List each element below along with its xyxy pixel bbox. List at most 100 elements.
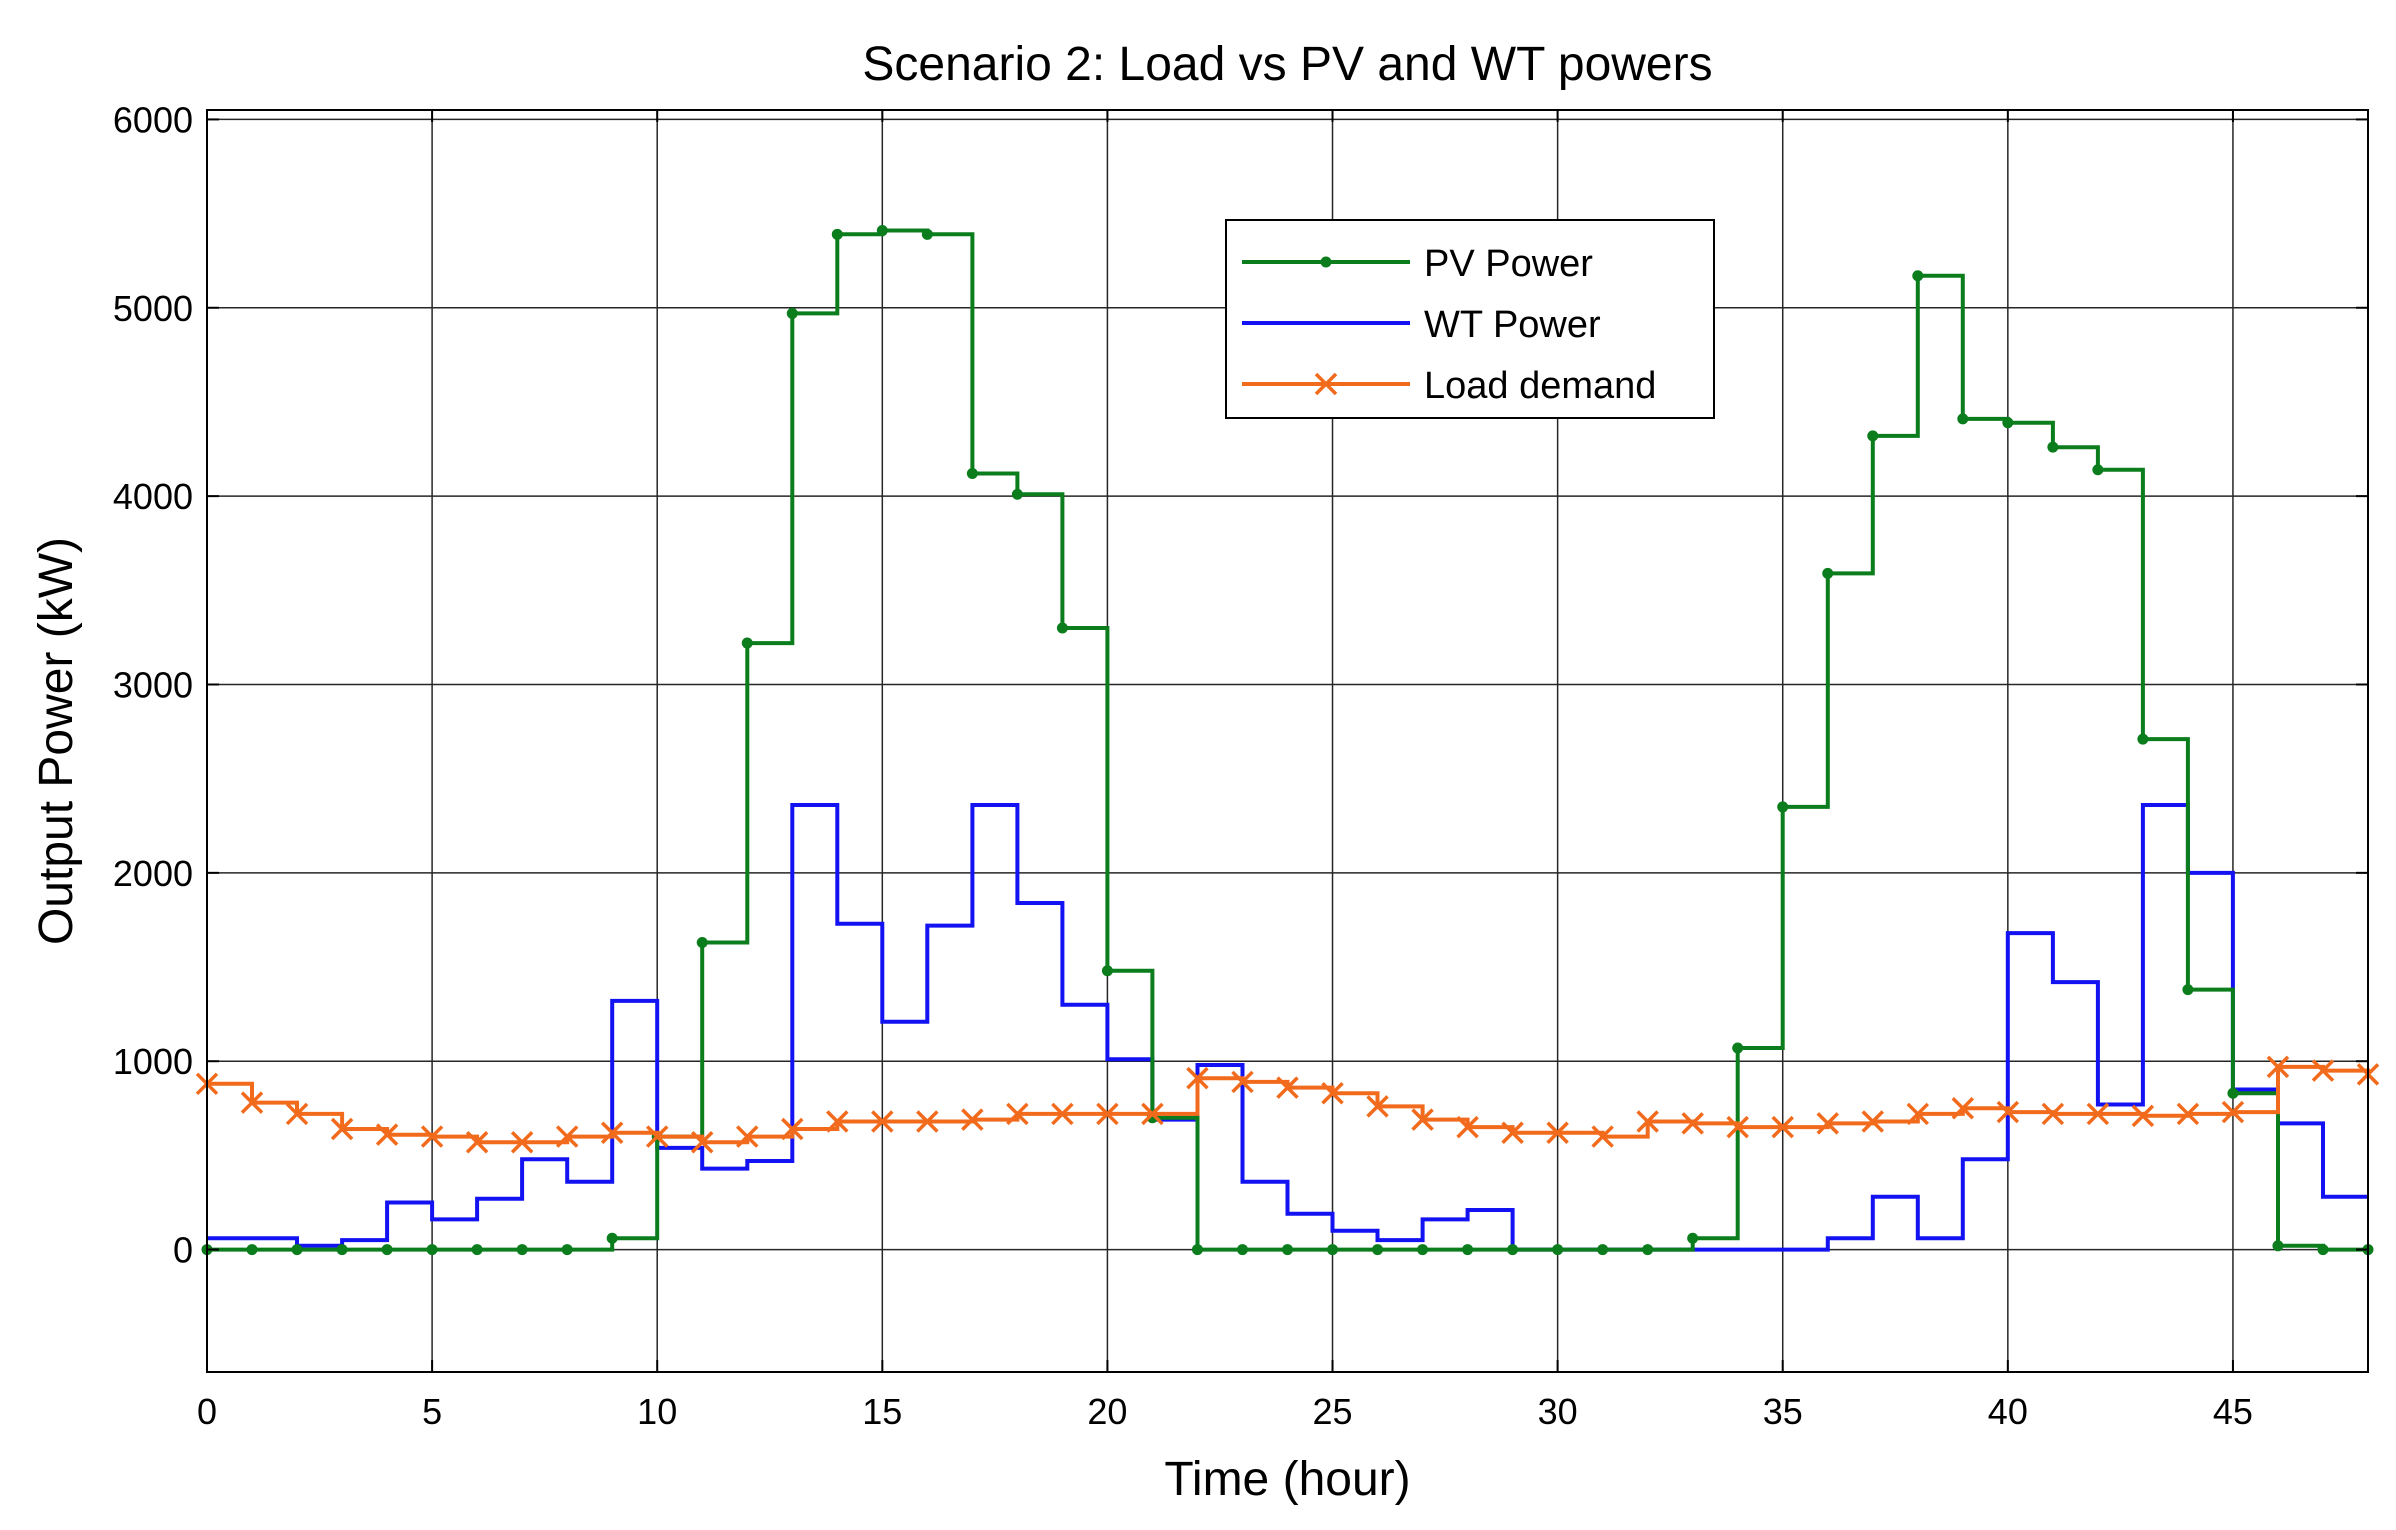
pv-power-point	[1372, 1244, 1384, 1256]
legend-item-load-demand: Load demand	[1242, 365, 1656, 407]
load-demand-point	[1186, 1066, 1209, 1090]
load-demand-point	[240, 1091, 264, 1114]
y-tick-label: 2000	[113, 853, 193, 894]
pv-power-point	[2272, 1240, 2284, 1252]
load-demand-point	[1501, 1121, 1524, 1145]
load-demand-point	[826, 1110, 849, 1133]
load-demand-point-stroke	[961, 1108, 984, 1131]
legend-label-load-demand: Load demand	[1424, 365, 1656, 407]
load-demand-point-stroke	[420, 1125, 444, 1148]
load-demand-point-stroke	[1096, 1102, 1119, 1126]
x-tick-label: 40	[1988, 1391, 2028, 1432]
load-demand-point	[1231, 1070, 1254, 1094]
load-demand-point-stroke	[1996, 1100, 2020, 1124]
load-demand-point	[2086, 1102, 2110, 1126]
x-axis-label: Time (hour)	[1164, 1453, 1410, 1506]
load-demand-point	[1906, 1102, 1930, 1126]
pv-power-point	[1957, 413, 1969, 425]
load-demand-point	[1546, 1121, 1569, 1145]
load-demand-point	[465, 1130, 489, 1154]
x-tick-label: 5	[422, 1391, 442, 1432]
y-tick-label: 3000	[113, 664, 193, 705]
pv-power-point	[336, 1244, 348, 1256]
pv-power-point	[831, 228, 843, 240]
legend: PV Power WT Power Load demand	[1225, 219, 1715, 419]
load-demand-point-stroke	[2086, 1102, 2110, 1126]
y-tick-label: 0	[173, 1230, 193, 1271]
pv-power-point	[291, 1244, 303, 1256]
y-tick-label: 1000	[113, 1041, 193, 1082]
legend-item-wt-power: WT Power	[1242, 304, 1601, 346]
load-demand-point-stroke	[1186, 1066, 1209, 1090]
load-demand-point-stroke	[1366, 1095, 1389, 1118]
load-demand-point	[736, 1125, 759, 1148]
load-demand-point-stroke	[645, 1125, 669, 1148]
load-demand-point	[690, 1130, 714, 1154]
load-demand-point	[2131, 1104, 2155, 1128]
pv-power-point	[921, 228, 933, 240]
load-demand-point	[2221, 1100, 2245, 1124]
x-tick-label: 10	[637, 1391, 677, 1432]
load-demand-point-stroke	[1546, 1121, 1569, 1145]
load-demand-point	[871, 1110, 894, 1133]
pv-power-point	[2047, 441, 2059, 453]
load-demand-point-stroke	[2311, 1059, 2335, 1082]
pv-power-point	[1236, 1244, 1248, 1256]
load-demand-point	[916, 1110, 939, 1133]
load-demand-point-stroke	[2041, 1102, 2065, 1126]
load-demand-point-stroke	[1051, 1102, 1074, 1126]
load-demand-point-stroke	[781, 1117, 804, 1141]
pv-power-point	[1282, 1244, 1293, 1256]
load-demand-point-stroke	[1816, 1112, 1839, 1135]
pv-power-point	[2182, 984, 2194, 996]
load-demand-point-stroke	[871, 1110, 894, 1133]
load-demand-point	[1726, 1115, 1749, 1139]
load-demand-point	[420, 1125, 444, 1148]
load-demand-point-stroke	[1276, 1076, 1299, 1099]
load-demand-point	[285, 1102, 309, 1126]
x-tick-label: 30	[1538, 1391, 1578, 1432]
load-demand-point	[1051, 1102, 1074, 1126]
load-demand-point-stroke	[690, 1130, 714, 1154]
pv-power-point	[876, 225, 888, 237]
pv-power-point	[471, 1244, 483, 1256]
load-demand-point	[645, 1125, 669, 1148]
load-demand-point-stroke	[1681, 1112, 1704, 1135]
pv-power-point	[2002, 417, 2014, 429]
load-demand-point	[2266, 1055, 2290, 1079]
pv-power-point	[1011, 488, 1023, 500]
load-demand-point	[781, 1117, 804, 1141]
pv-power-point	[2092, 464, 2104, 476]
pv-power-point	[2317, 1244, 2329, 1256]
pv-power-point	[516, 1244, 528, 1256]
x-tick-label: 45	[2213, 1391, 2253, 1432]
wt-power-series	[207, 803, 2368, 1252]
load-demand-point-stroke	[2266, 1055, 2290, 1079]
load-demand-point	[1771, 1115, 1794, 1139]
load-demand-point	[1321, 1081, 1344, 1105]
load-demand-point	[2176, 1102, 2200, 1126]
pv-power-point	[786, 307, 798, 319]
pv-power-point	[1507, 1244, 1519, 1256]
load-demand-point-stroke	[826, 1110, 849, 1133]
y-tick-label: 6000	[113, 99, 193, 140]
load-demand-point	[1366, 1095, 1389, 1118]
load-demand-point-stroke	[1456, 1115, 1479, 1139]
y-tick-label: 5000	[113, 288, 193, 329]
load-demand-point-stroke	[736, 1125, 759, 1148]
load-demand-point-stroke	[1141, 1102, 1164, 1126]
load-demand-point	[1006, 1102, 1029, 1126]
pv-power-point	[1732, 1042, 1744, 1054]
pv-power-point	[1912, 270, 1924, 282]
y-tick-label: 4000	[113, 476, 193, 517]
load-demand-point	[1861, 1110, 1885, 1133]
load-demand-point-stroke	[1321, 1081, 1344, 1105]
load-demand-point	[330, 1117, 354, 1141]
pv-power-point	[1101, 965, 1113, 977]
legend-marker-pv-power	[1320, 256, 1332, 268]
pv-power-point	[1327, 1244, 1339, 1256]
pv-power-point	[1642, 1244, 1654, 1256]
load-demand-point	[375, 1123, 399, 1146]
load-demand-line	[207, 1064, 2370, 1145]
load-demand-point-stroke	[1726, 1115, 1749, 1139]
